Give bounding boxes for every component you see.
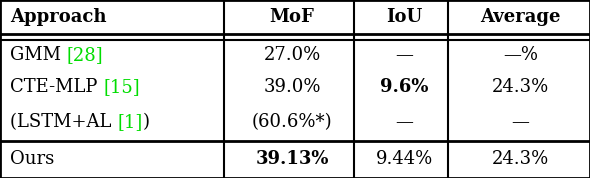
Text: MoF: MoF	[270, 8, 314, 26]
Text: —: —	[395, 46, 413, 64]
Text: 9.6%: 9.6%	[380, 78, 428, 96]
Text: 39.13%: 39.13%	[255, 150, 329, 168]
Text: 24.3%: 24.3%	[491, 150, 549, 168]
Text: (60.6%*): (60.6%*)	[252, 113, 332, 131]
Text: —: —	[395, 113, 413, 131]
Text: [28]: [28]	[67, 46, 103, 64]
Text: —%: —%	[503, 46, 538, 64]
Text: (LSTM+AL: (LSTM+AL	[10, 113, 117, 131]
Text: 39.0%: 39.0%	[263, 78, 321, 96]
Text: IoU: IoU	[386, 8, 422, 26]
Text: GMM: GMM	[10, 46, 67, 64]
Text: 27.0%: 27.0%	[263, 46, 321, 64]
Text: —: —	[512, 113, 529, 131]
Text: CTE-MLP: CTE-MLP	[10, 78, 103, 96]
Text: Ours: Ours	[10, 150, 54, 168]
Text: Average: Average	[480, 8, 560, 26]
Text: 24.3%: 24.3%	[491, 78, 549, 96]
Text: 9.44%: 9.44%	[375, 150, 433, 168]
Text: [1]: [1]	[117, 113, 142, 131]
Text: [15]: [15]	[103, 78, 140, 96]
Text: Approach: Approach	[10, 8, 107, 26]
Text: ): )	[142, 113, 149, 131]
